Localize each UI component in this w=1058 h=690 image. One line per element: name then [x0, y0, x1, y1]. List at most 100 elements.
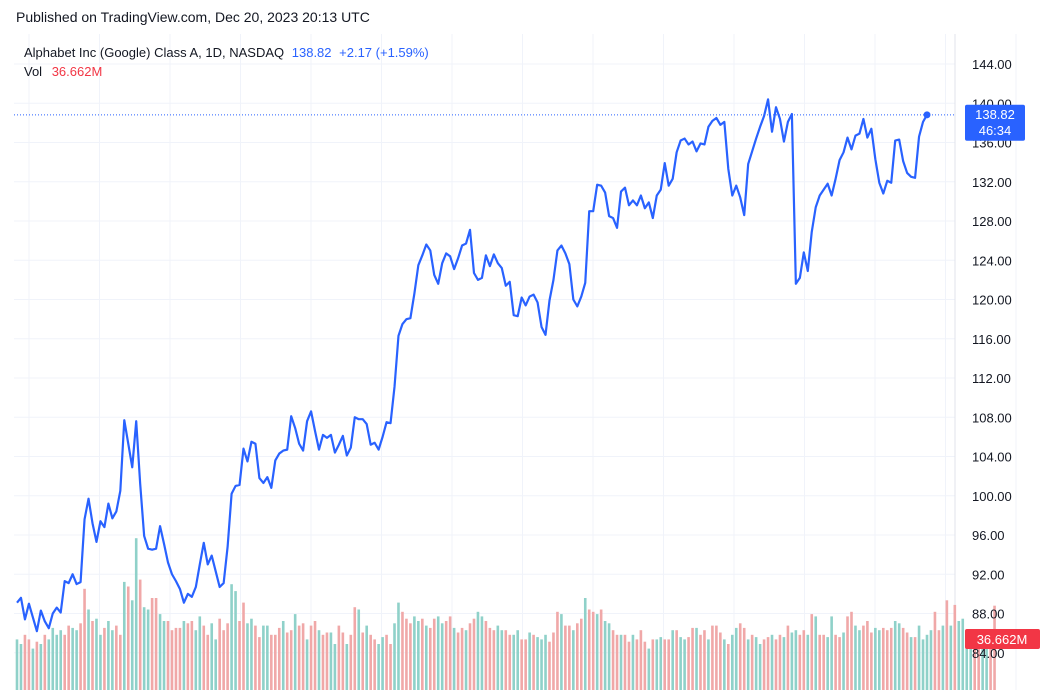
volume-bar: [190, 621, 194, 690]
volume-bar: [564, 625, 567, 690]
volume-bar: [734, 627, 738, 690]
volume-bar: [925, 634, 929, 690]
volume-bar: [603, 621, 607, 690]
y-tick-label: 144.00: [972, 57, 1012, 72]
volume-bar: [862, 625, 865, 690]
volume-bar: [432, 618, 436, 690]
volume-bar: [476, 611, 480, 690]
volume-bar: [91, 621, 94, 690]
volume-bar: [365, 625, 368, 690]
chart-background: [14, 34, 1054, 690]
volume-bar: [607, 623, 611, 690]
axis-tags: 138.82 46:34 36.662M: [965, 104, 1040, 649]
volume-bar: [901, 627, 905, 690]
volume-bar: [663, 639, 667, 690]
volume-bar: [818, 634, 822, 690]
volume-bar: [881, 627, 885, 690]
last-price-tag-box: [965, 104, 1025, 141]
volume-bar: [587, 609, 591, 690]
legend-last-price: 138.82: [291, 45, 332, 60]
volume-bar: [512, 634, 516, 690]
volume-bar: [965, 637, 969, 690]
volume-bar: [83, 588, 86, 690]
volume-bar: [99, 634, 102, 690]
volume-label[interactable]: Vol: [24, 64, 43, 79]
volume-bar: [627, 641, 631, 690]
volume-bar: [937, 630, 941, 690]
y-tick-label: 112.00: [972, 371, 1011, 386]
volume-bar: [254, 625, 257, 690]
volume-bar: [961, 618, 965, 690]
volume-bar: [754, 637, 758, 690]
volume-bar: [806, 634, 810, 690]
volume-bar: [472, 618, 476, 690]
price-chart[interactable]: 144.00140.00136.00132.00128.00124.00120.…: [14, 34, 1054, 690]
volume-bar: [480, 616, 484, 690]
volume-bar: [162, 621, 166, 690]
published-caption: Published on TradingView.com, Dec 20, 20…: [16, 9, 370, 25]
volume-bar: [361, 632, 365, 690]
volume-bar: [274, 634, 277, 690]
volume-bar: [540, 639, 543, 690]
volume-bar: [15, 639, 19, 690]
volume-bar: [691, 627, 694, 690]
volume-bar: [226, 623, 229, 690]
volume-bar: [762, 639, 766, 690]
volume-bar: [560, 614, 563, 690]
volume-bar: [949, 625, 953, 690]
volume-bar: [524, 639, 527, 690]
volume-bar: [576, 623, 579, 690]
volume-bar: [436, 616, 440, 690]
volume-bar: [369, 634, 372, 690]
volume-bar: [917, 625, 921, 690]
volume-bar: [667, 639, 670, 690]
volume-bar: [619, 634, 623, 690]
volume-bar: [317, 630, 321, 690]
volume-bar: [528, 632, 531, 690]
volume-bar: [484, 621, 488, 690]
volume-bar: [329, 632, 333, 690]
volume-bar: [842, 632, 845, 690]
volume-bar: [671, 630, 674, 690]
volume-bar: [675, 630, 678, 690]
volume-bar: [333, 644, 337, 690]
volume-bar: [679, 637, 682, 690]
volume-bar: [103, 627, 106, 690]
volume-bar: [122, 581, 126, 690]
volume-bar: [142, 607, 146, 690]
volume-bar: [635, 639, 639, 690]
volume-bar: [591, 611, 595, 690]
volume-bar: [536, 637, 539, 690]
volume-bar: [838, 637, 841, 690]
volume-bar: [448, 616, 452, 690]
volume-bar: [870, 632, 873, 690]
volume-bar: [321, 634, 325, 690]
volume-bar: [866, 621, 869, 690]
volume-bar: [146, 609, 150, 690]
volume-bar: [325, 632, 329, 690]
volume-bar: [623, 634, 627, 690]
volume-bar: [222, 630, 225, 690]
volume-bar: [289, 630, 293, 690]
volume-bar: [130, 600, 134, 690]
volume-bar: [79, 623, 82, 690]
volume-bar: [23, 634, 27, 690]
volume-bar: [957, 621, 961, 690]
volume-bar: [643, 641, 647, 690]
volume-bar: [878, 630, 881, 690]
volume-bar: [428, 627, 432, 690]
volume-bar: [687, 637, 690, 690]
volume-bar: [31, 648, 35, 690]
volume-bar: [496, 625, 500, 690]
volume-bar: [277, 627, 281, 690]
volume-bar: [182, 621, 186, 690]
price-line: [16, 98, 928, 633]
volume-tag-value: 36.662M: [977, 632, 1028, 647]
symbol-title[interactable]: Alphabet Inc (Google) Class A, 1D, NASDA…: [24, 45, 285, 60]
volume-bar: [115, 625, 118, 690]
volume-bar: [393, 623, 396, 690]
volume-bar: [945, 600, 949, 690]
volume-bar: [794, 630, 798, 690]
volume-bar: [198, 616, 202, 690]
volume-bar: [381, 637, 384, 690]
